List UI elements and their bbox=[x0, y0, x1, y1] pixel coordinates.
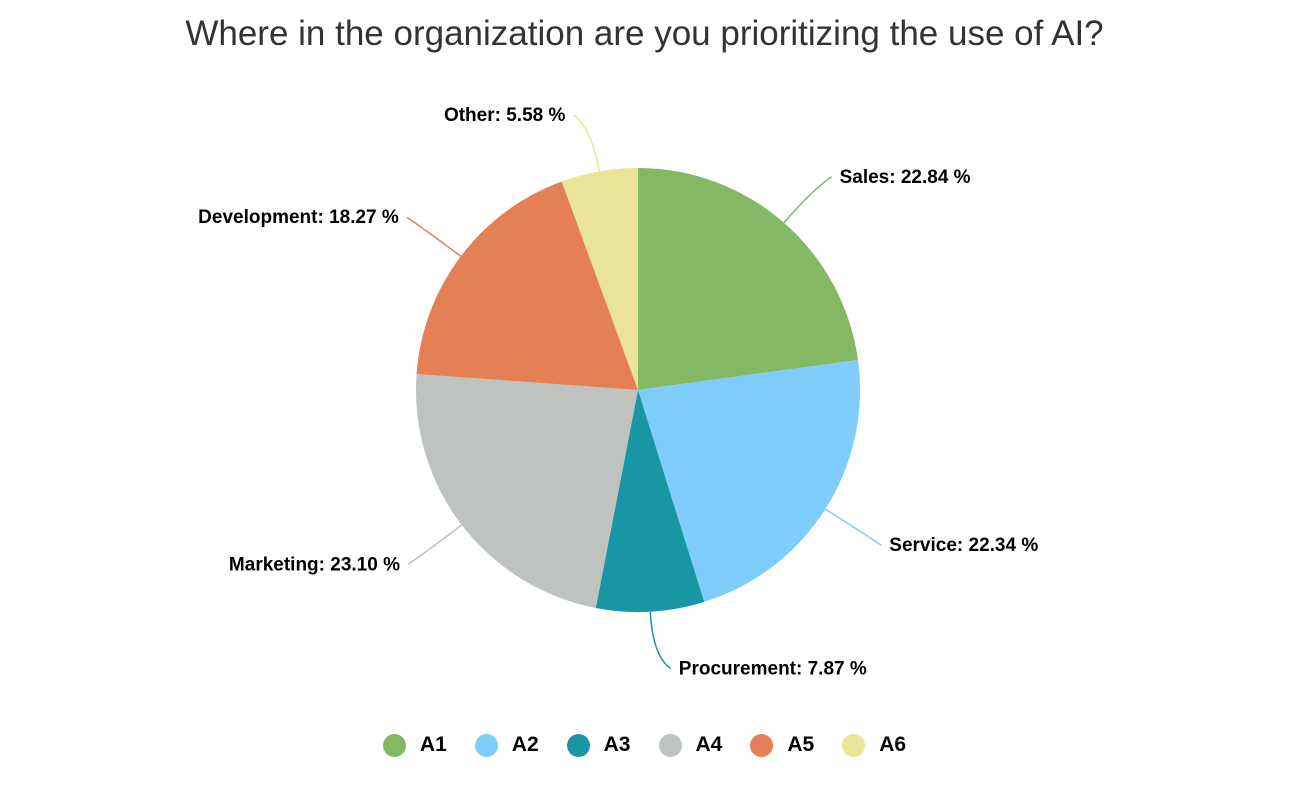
legend-item-a5[interactable]: A5 bbox=[750, 733, 814, 757]
pie-slices bbox=[416, 168, 861, 613]
slice-label-sales: Sales: 22.84 % bbox=[840, 167, 971, 188]
legend-dot-icon bbox=[382, 733, 406, 757]
slice-label-other: Other: 5.58 % bbox=[444, 105, 566, 126]
pie-slice-other[interactable] bbox=[561, 168, 638, 390]
slice-labels: Sales: 22.84 % Service: 22.34 % Procuremen… bbox=[198, 105, 1038, 680]
legend-dot-icon bbox=[750, 733, 774, 757]
leader-line bbox=[783, 176, 833, 224]
legend-label: A5 bbox=[787, 733, 815, 756]
legend-dot-icon bbox=[566, 733, 590, 757]
pie-slice-development[interactable] bbox=[416, 181, 638, 390]
legend-label: A3 bbox=[603, 733, 631, 756]
legend-item-a6[interactable]: A6 bbox=[842, 733, 906, 757]
legend-item-a1[interactable]: A1 bbox=[382, 733, 447, 757]
pie-slice-sales[interactable] bbox=[638, 168, 858, 390]
legend-dot-icon bbox=[842, 733, 866, 757]
legend-label: A6 bbox=[879, 733, 907, 756]
legend-label: A1 bbox=[419, 733, 447, 756]
legend-dot-icon bbox=[658, 733, 682, 757]
pie-slice-service[interactable] bbox=[638, 359, 861, 602]
leader-line bbox=[406, 216, 462, 257]
pie-slice-procurement[interactable] bbox=[595, 390, 705, 613]
legend-item-a3[interactable]: A3 bbox=[566, 733, 631, 757]
legend-item-a4[interactable]: A4 bbox=[658, 733, 723, 757]
leader-line bbox=[572, 114, 601, 172]
slice-label-procurement: Procurement: 7.87 % bbox=[679, 659, 867, 680]
chart-legend: A1 A2 A3 A4 A5 A6 bbox=[0, 733, 1289, 757]
pie-slice-marketing[interactable] bbox=[416, 373, 638, 608]
leader-line bbox=[407, 524, 463, 565]
chart-title: Where in the organization are you priori… bbox=[185, 14, 1104, 53]
legend-label: A2 bbox=[511, 733, 539, 756]
legend-item-a2[interactable]: A2 bbox=[474, 733, 539, 757]
slice-label-development: Development: 18.27 % bbox=[198, 207, 399, 228]
legend-dot-icon bbox=[474, 733, 498, 757]
slice-label-marketing: Marketing: 23.10 % bbox=[229, 554, 400, 575]
label-leader-lines bbox=[406, 114, 882, 670]
legend-label: A4 bbox=[695, 733, 723, 756]
leader-line bbox=[649, 611, 672, 670]
leader-line bbox=[824, 508, 882, 546]
slice-label-service: Service: 22.34 % bbox=[889, 535, 1038, 556]
